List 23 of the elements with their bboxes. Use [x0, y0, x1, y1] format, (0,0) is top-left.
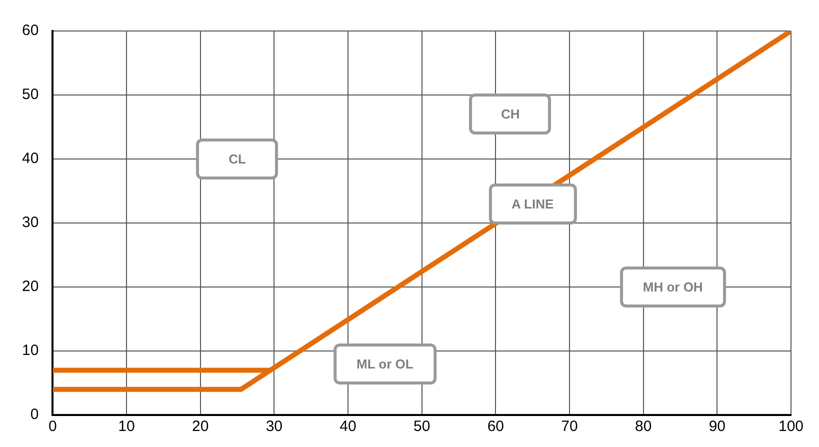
x-tick-label: 90 [708, 418, 726, 436]
label-box: ML or OL [334, 343, 436, 384]
y-tick-label: 10 [22, 342, 39, 360]
x-tick-label: 70 [561, 418, 578, 436]
x-tick-label: 20 [192, 418, 209, 436]
y-tick-label: 60 [22, 22, 39, 40]
x-tick-label: 50 [414, 418, 430, 436]
x-tick-label: 80 [634, 418, 652, 436]
x-tick-label: 30 [266, 418, 283, 436]
label-box: CL [196, 138, 278, 180]
y-tick-label: 20 [22, 278, 39, 296]
x-tick-label: 40 [340, 418, 356, 436]
y-tick-label: 40 [22, 150, 39, 168]
label-box: CH [469, 94, 552, 135]
label-box: MH or OH [620, 266, 726, 308]
y-tick-label: 0 [30, 406, 39, 424]
y-tick-label: 50 [22, 86, 39, 104]
x-tick-label: 100 [778, 418, 804, 436]
x-tick-label: 0 [48, 418, 57, 436]
y-tick-label: 30 [22, 214, 39, 232]
label-box: A LINE [488, 183, 577, 224]
x-tick-label: 60 [487, 418, 504, 436]
x-tick-label: 10 [118, 418, 135, 436]
